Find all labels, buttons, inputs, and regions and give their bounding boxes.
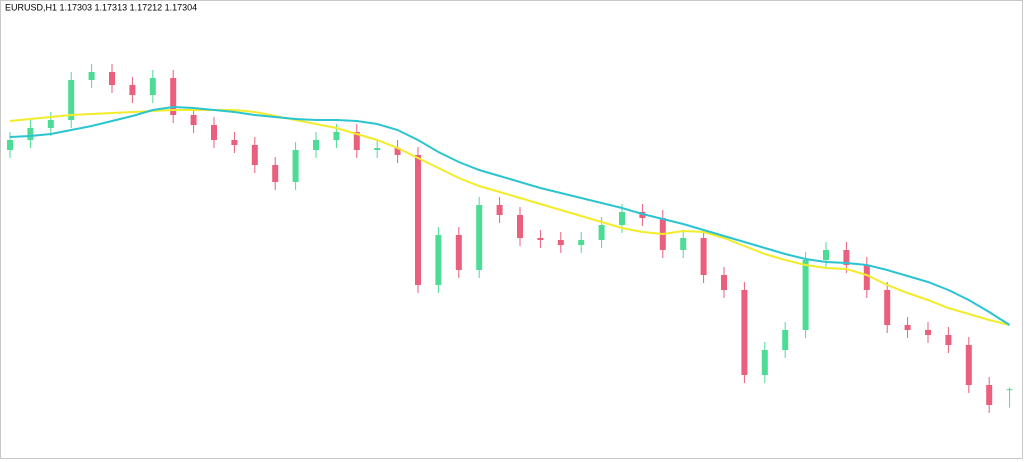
candle-body [884,290,891,325]
candle-body [415,155,421,285]
candle-body [925,330,931,335]
candle-body [680,238,687,250]
candle-body [170,78,177,115]
candle-body [517,215,523,238]
candle-body [435,235,442,285]
chart-title: EURUSD,H1 1.17303 1.17313 1.17212 1.1730… [5,2,197,12]
candle-body [700,238,707,275]
candle-body [211,125,217,140]
candle-body [782,330,789,350]
candle-body [68,80,75,120]
candle-body [47,120,54,128]
candle-body [272,165,279,182]
candle-body [88,72,95,80]
candle-body [761,350,768,375]
candle-body [578,240,585,245]
candle-body [394,148,401,155]
candle-body [353,132,360,150]
candle-body [496,205,503,215]
candle-body [619,212,625,225]
candle-body [741,290,748,375]
candle-body [802,260,809,330]
candle-body [374,148,381,150]
candle-body [333,132,340,140]
candle-body [537,238,544,240]
candle-body [190,115,197,125]
moving-average-line [9,105,1011,326]
candle-body [7,140,13,150]
candle-body [721,275,727,290]
candle-body [149,78,156,95]
candle-body [129,85,136,95]
candle-body [904,325,911,330]
candle-body [823,250,829,260]
candle-body [313,140,319,150]
candle-body [231,140,238,145]
candle-body [863,265,870,290]
candle-body [455,235,462,270]
candle-body [251,145,258,165]
candle-body [27,128,34,140]
candle-body [292,150,299,182]
candle-body [945,335,952,345]
candle-body [109,72,115,85]
candle-body [557,240,564,245]
candle-body [986,385,993,405]
candle-body [1006,389,1013,391]
candle-body [843,250,850,265]
moving-average-line [9,109,1010,326]
candle-body [476,205,483,270]
candle-body [598,225,605,240]
candle-body [965,345,972,385]
